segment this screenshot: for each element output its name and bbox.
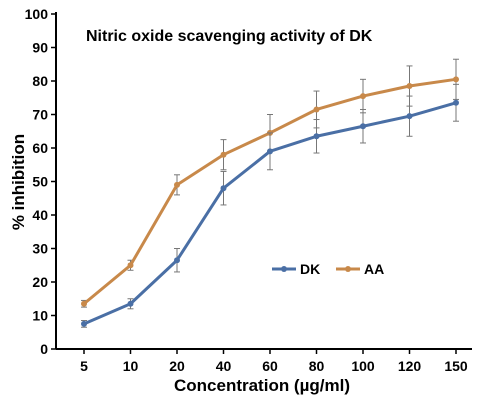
x-tick-label: 60: [262, 358, 278, 374]
y-tick-label: 100: [25, 6, 49, 22]
y-tick-label: 10: [32, 308, 48, 324]
x-axis-title: Concentration (µg/ml): [174, 376, 350, 395]
y-tick-label: 40: [32, 207, 48, 223]
data-point-dk: [174, 257, 180, 264]
legend: DK AA: [272, 261, 384, 277]
data-point-dk: [220, 185, 227, 192]
data-point-aa: [360, 93, 366, 100]
data-point-aa: [453, 76, 459, 83]
x-tick-label: 100: [351, 358, 375, 374]
data-point-aa: [406, 83, 413, 90]
x-tick-label: 5: [80, 358, 88, 374]
data-point-aa: [313, 106, 320, 113]
chart-title: Nitric oxide scavenging activity of DK: [86, 28, 373, 45]
legend-label-aa: AA: [364, 261, 384, 277]
y-tick-label: 70: [32, 107, 48, 123]
data-point-aa: [174, 181, 180, 188]
y-tick-label: 60: [32, 140, 48, 156]
data-point-dk: [81, 320, 87, 327]
data-point-dk: [360, 123, 366, 130]
x-tick-label: 40: [216, 358, 232, 374]
data-point-dk: [453, 99, 459, 106]
legend-marker-dk: [281, 266, 287, 272]
y-tick-label: 30: [32, 241, 48, 257]
data-point-aa: [127, 262, 134, 269]
x-tick-label: 150: [444, 358, 468, 374]
data-point-dk: [267, 148, 273, 155]
y-tick-label: 0: [40, 341, 48, 357]
data-point-aa: [81, 300, 87, 307]
y-tick-label: 80: [32, 73, 48, 89]
legend-label-dk: DK: [300, 261, 320, 277]
legend-item-aa: AA: [336, 261, 384, 277]
legend-marker-aa: [345, 266, 351, 272]
y-axis-title: % inhibition: [9, 134, 28, 230]
y-tick-label: 50: [32, 174, 48, 190]
legend-item-dk: DK: [272, 261, 320, 277]
x-tick-label: 10: [123, 358, 139, 374]
y-tick-label: 20: [32, 274, 48, 290]
plot-area: 0 10 20 30 40 50 60 70 80 90 100 5 10 20 40 60 80 100 120 1…: [25, 6, 472, 374]
data-point-dk: [127, 300, 134, 307]
data-point-dk: [406, 113, 413, 120]
x-tick-label: 120: [398, 358, 422, 374]
data-point-dk: [313, 133, 320, 140]
series-line-aa: [83, 77, 457, 305]
x-tick-label: 80: [309, 358, 325, 374]
x-tick-label: 20: [169, 358, 185, 374]
data-point-aa: [220, 151, 227, 158]
y-tick-label: 90: [32, 40, 48, 56]
